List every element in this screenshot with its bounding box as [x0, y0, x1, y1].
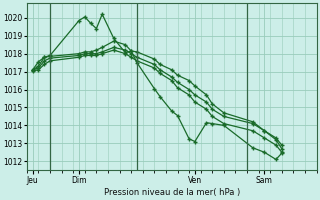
- X-axis label: Pression niveau de la mer( hPa ): Pression niveau de la mer( hPa ): [104, 188, 240, 197]
